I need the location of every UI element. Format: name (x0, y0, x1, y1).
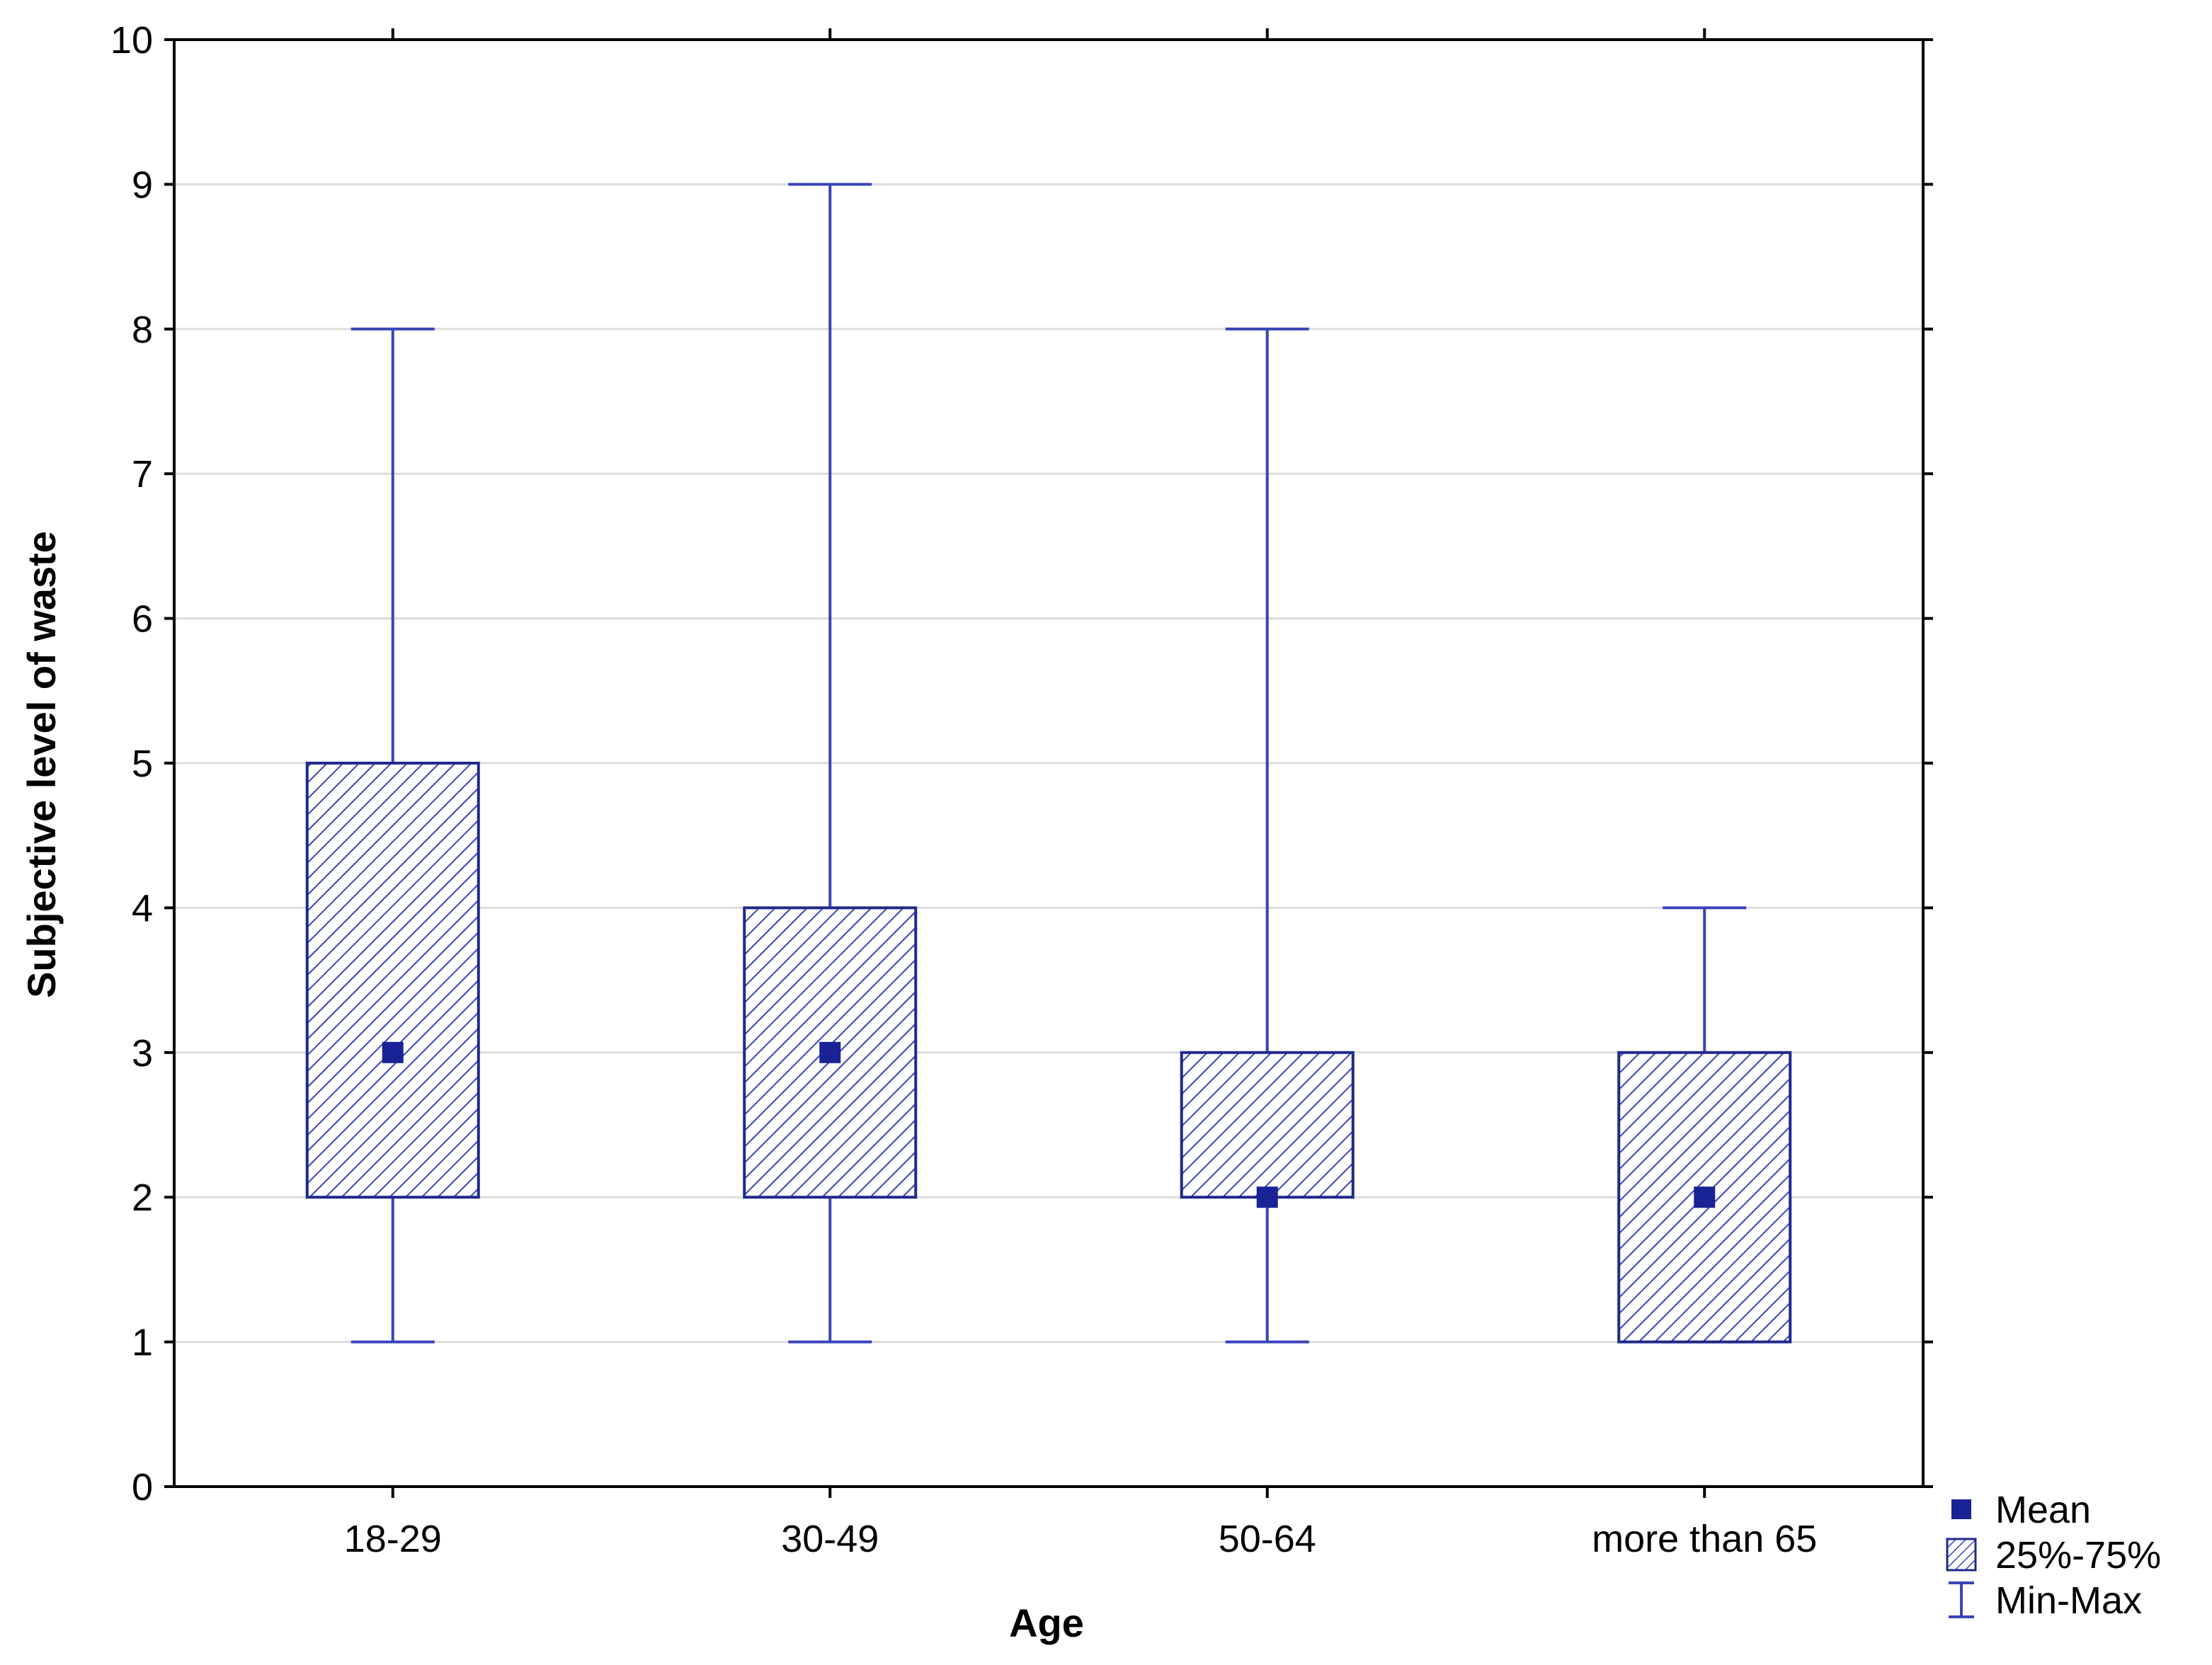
box-group-1 (305, 327, 480, 1344)
iqr-box (305, 762, 480, 1199)
y-tick-label: 0 (132, 1466, 153, 1509)
mean-marker (1694, 1186, 1716, 1208)
legend-mean-icon (1951, 1499, 1971, 1519)
y-axis-ticks: 0 1 2 3 4 5 6 7 8 9 10 (110, 19, 1933, 1509)
y-tick-label: 5 (132, 743, 153, 785)
legend-label: 25%-75% (1995, 1534, 2161, 1577)
y-tick-label: 10 (110, 19, 153, 62)
y-tick-label: 6 (132, 598, 153, 641)
y-tick-label: 3 (132, 1032, 153, 1075)
x-tick-label: 18-29 (344, 1518, 442, 1560)
box-group-2 (743, 183, 918, 1344)
legend-label: Mean (1995, 1489, 2091, 1531)
box-group-4 (1617, 906, 1792, 1344)
box-group-3 (1180, 327, 1355, 1344)
x-tick-label: more than 65 (1592, 1518, 1817, 1560)
mean-marker (819, 1041, 841, 1063)
x-axis-ticks: 18-29 30-49 50-64 more than 65 (344, 28, 1817, 1560)
iqr-box (1180, 1051, 1355, 1199)
y-tick-label: 9 (132, 164, 153, 206)
x-tick-label: 30-49 (781, 1518, 879, 1560)
y-tick-label: 2 (132, 1177, 153, 1219)
x-tick-label: 50-64 (1219, 1518, 1316, 1560)
y-tick-label: 4 (132, 887, 153, 929)
legend-label: Min-Max (1995, 1579, 2142, 1622)
mean-marker (382, 1041, 404, 1063)
x-axis-title: Age (1009, 1601, 1084, 1645)
y-axis-title: Subjective level of waste (19, 531, 64, 998)
y-tick-label: 1 (132, 1322, 153, 1364)
legend-box-icon (1946, 1538, 1977, 1572)
y-tick-label: 8 (132, 309, 153, 351)
y-tick-label: 7 (132, 453, 153, 496)
mean-marker (1256, 1186, 1278, 1208)
box-series (305, 183, 1792, 1344)
